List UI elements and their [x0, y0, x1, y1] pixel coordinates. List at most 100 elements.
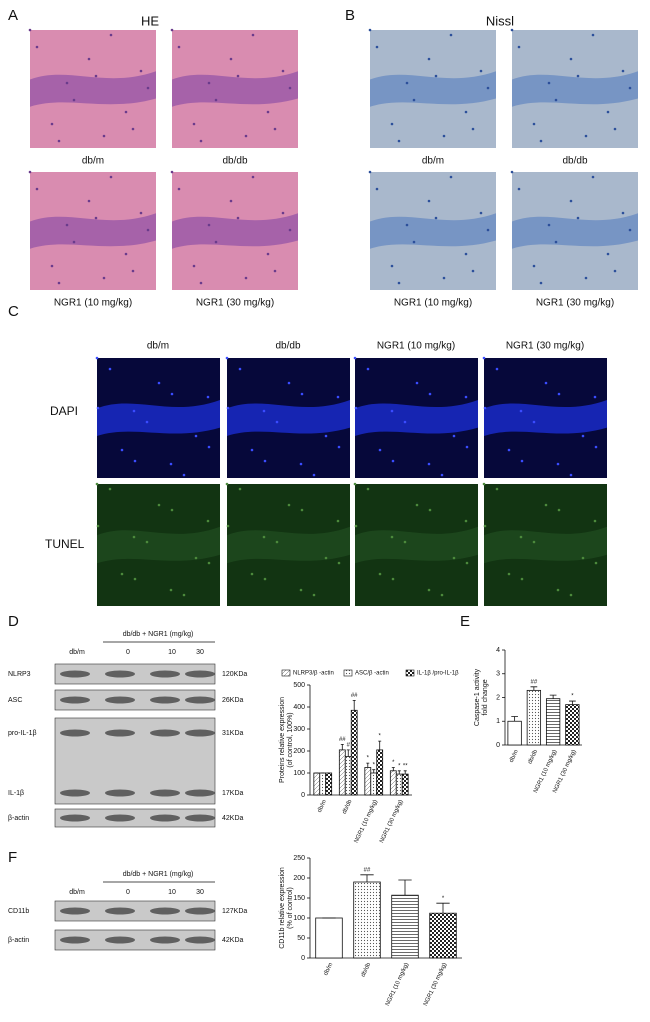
cell	[519, 535, 523, 539]
error-bar	[340, 744, 344, 750]
x-tick-label: db/db	[342, 798, 354, 815]
y-tick-label: 200	[293, 748, 305, 755]
x-tick-label: NGR1 (10 mg/kg)	[385, 962, 410, 1007]
cell	[169, 588, 173, 592]
cell	[324, 556, 328, 560]
significance: *	[392, 760, 395, 766]
cell	[35, 45, 39, 49]
cell	[199, 281, 203, 285]
blot-row-name: CD11b	[8, 908, 29, 915]
error-bar	[346, 749, 350, 757]
y-axis-label: CD11b relative expression	[279, 867, 286, 949]
blot-band	[150, 729, 180, 737]
cell	[556, 588, 560, 592]
cell	[65, 223, 69, 227]
cell	[390, 122, 394, 126]
cell	[621, 211, 625, 215]
cell	[57, 139, 61, 143]
bar	[315, 917, 343, 959]
cell	[482, 356, 486, 360]
cell-layer	[370, 213, 496, 249]
cell	[273, 127, 277, 131]
cell	[94, 74, 98, 78]
cell	[532, 264, 536, 268]
bar	[319, 772, 327, 796]
x-tick-label: db/m	[509, 749, 520, 764]
cell	[170, 28, 174, 32]
cell	[593, 395, 597, 399]
blot-band	[150, 814, 180, 822]
cell	[226, 524, 230, 528]
y-tick-label: 200	[293, 875, 305, 882]
error-bar	[569, 700, 576, 705]
blot-size: 17KDa	[222, 790, 244, 797]
cell	[440, 473, 444, 477]
blot-band	[105, 729, 135, 737]
blot-band	[60, 907, 90, 915]
x-tick-label: NGR1 (10 mg/kg)	[354, 799, 379, 844]
cell	[403, 420, 407, 424]
cell-layer	[355, 526, 478, 564]
cell	[557, 392, 561, 396]
y-axis-label: fold change	[482, 679, 489, 715]
cell	[464, 519, 468, 523]
cell	[591, 175, 595, 179]
bar	[344, 756, 352, 796]
blot-band	[60, 729, 90, 737]
cell	[576, 216, 580, 220]
cell	[452, 556, 456, 560]
y-tick-label: 0	[496, 742, 500, 749]
panel-label: D	[8, 613, 19, 630]
cell	[593, 519, 597, 523]
cell	[471, 269, 475, 273]
cell	[336, 395, 340, 399]
blot-size: 26KDa	[222, 697, 244, 704]
cell	[378, 572, 382, 576]
cell	[146, 228, 150, 232]
cell	[263, 577, 267, 581]
cell	[442, 276, 446, 280]
image-caption: NGR1 (10 mg/kg)	[54, 298, 132, 309]
cell	[124, 252, 128, 256]
x-tick-label: db/db	[360, 961, 372, 978]
cell	[353, 356, 357, 360]
error-bar	[397, 770, 401, 775]
cell	[207, 561, 211, 565]
cell	[576, 74, 580, 78]
cell	[94, 216, 98, 220]
cell	[262, 409, 266, 413]
y-tick-label: 500	[293, 682, 305, 689]
cell	[312, 593, 316, 597]
cell	[102, 276, 106, 280]
cell	[225, 356, 229, 360]
panel-title: HE	[141, 13, 159, 28]
cell	[199, 139, 203, 143]
blot-band	[105, 814, 135, 822]
error-bar	[391, 767, 395, 771]
cell	[368, 170, 372, 174]
cell	[539, 281, 543, 285]
cell	[427, 57, 431, 61]
cell	[415, 503, 419, 507]
cell	[449, 33, 453, 37]
y-tick-label: 0	[301, 955, 305, 962]
panel-label: C	[8, 303, 19, 320]
cell	[170, 392, 174, 396]
panel-title: Nissl	[486, 13, 514, 28]
cell-layer	[355, 400, 478, 436]
cell	[390, 535, 394, 539]
cell-layer	[30, 71, 156, 107]
image-caption: NGR1 (30 mg/kg)	[196, 298, 274, 309]
significance: #	[347, 742, 351, 748]
image-caption: db/db	[222, 156, 247, 167]
y-tick-label: 1	[496, 718, 500, 725]
cell	[337, 561, 341, 565]
cell	[368, 28, 372, 32]
cell	[102, 134, 106, 138]
cell	[569, 593, 573, 597]
cell-layer	[227, 400, 350, 436]
cell	[177, 187, 181, 191]
blot-row-name: NLRP3	[8, 671, 31, 678]
blot-dose: 30	[196, 889, 204, 896]
